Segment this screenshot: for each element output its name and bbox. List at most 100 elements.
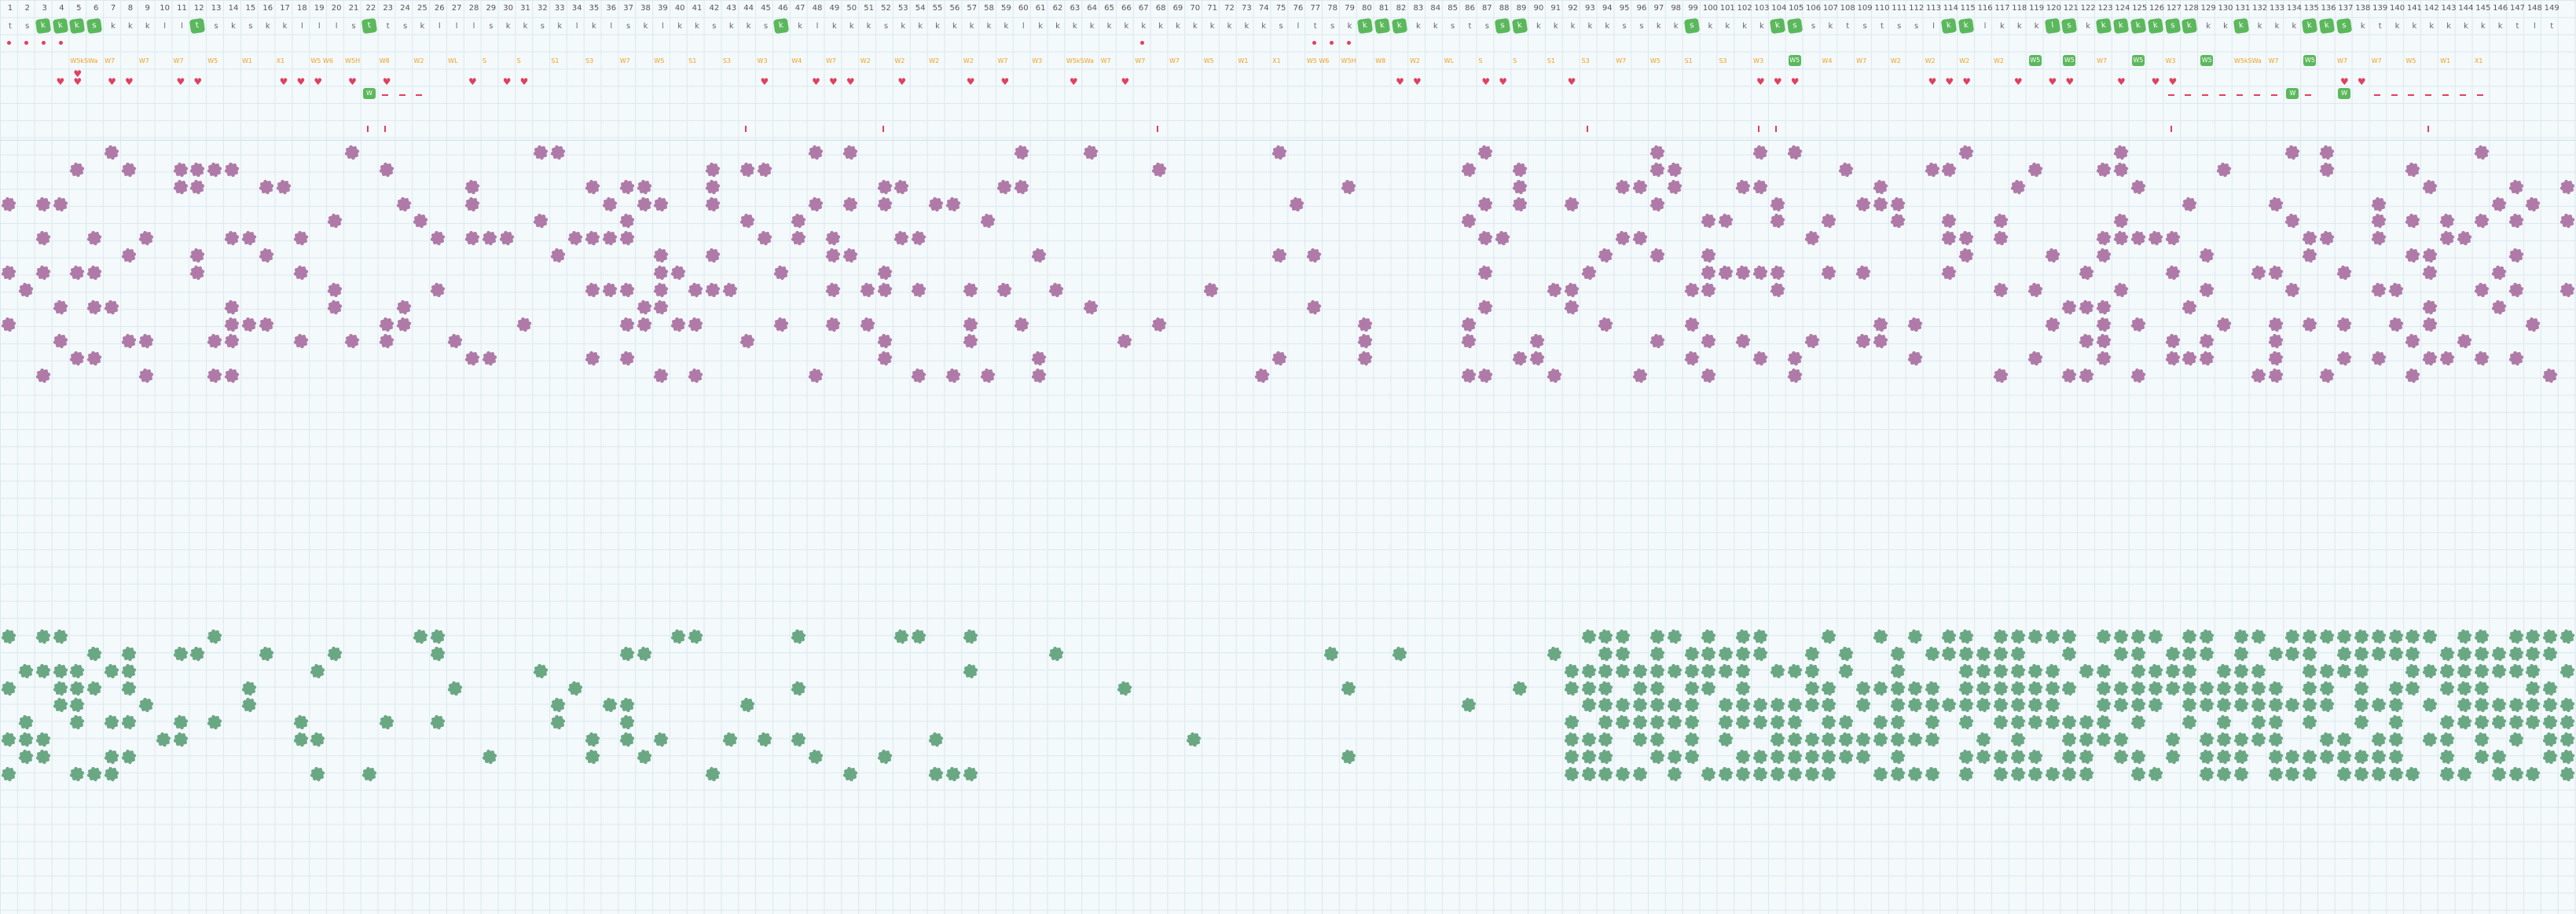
purple-tile-icon[interactable] xyxy=(619,179,635,195)
purple-tile-icon[interactable] xyxy=(877,351,893,366)
green-tile-icon[interactable] xyxy=(2233,663,2249,679)
green-tile-icon[interactable] xyxy=(2542,714,2558,730)
purple-tile-icon[interactable] xyxy=(430,230,446,246)
purple-tile-icon[interactable] xyxy=(894,179,909,195)
purple-tile-icon[interactable] xyxy=(1770,282,1785,298)
green-tile-icon[interactable] xyxy=(2508,697,2524,713)
green-tile-icon[interactable] xyxy=(1752,646,1768,662)
green-tile-icon[interactable] xyxy=(2251,681,2266,696)
purple-tile-icon[interactable] xyxy=(1598,248,1613,263)
green-tile-icon[interactable] xyxy=(1615,697,1631,713)
green-tile-icon[interactable] xyxy=(1821,714,1837,730)
green-tile-icon[interactable] xyxy=(1976,732,1991,747)
green-tile-icon[interactable] xyxy=(1581,766,1597,782)
green-tile-icon[interactable] xyxy=(2491,646,2507,662)
purple-tile-icon[interactable] xyxy=(2319,230,2335,246)
purple-tile-icon[interactable] xyxy=(1684,351,1700,366)
purple-tile-icon[interactable] xyxy=(842,248,858,263)
green-tile-icon[interactable] xyxy=(1941,646,1957,662)
purple-tile-icon[interactable] xyxy=(1735,179,1751,195)
green-tile-icon[interactable] xyxy=(86,681,102,696)
green-tile-icon[interactable] xyxy=(1598,681,1613,696)
green-tile-icon[interactable] xyxy=(69,697,85,713)
purple-tile-icon[interactable] xyxy=(2388,282,2404,298)
green-tile-icon[interactable] xyxy=(2302,681,2317,696)
green-tile-icon[interactable] xyxy=(2045,681,2060,696)
purple-tile-icon[interactable] xyxy=(808,145,824,160)
green-tile-icon[interactable] xyxy=(1649,663,1665,679)
green-tile-icon[interactable] xyxy=(2371,646,2387,662)
green-tile-icon[interactable] xyxy=(2268,732,2284,747)
purple-tile-icon[interactable] xyxy=(1855,333,1871,349)
purple-tile-icon[interactable] xyxy=(464,230,480,246)
green-tile-icon[interactable] xyxy=(2457,646,2472,662)
green-tile-icon[interactable] xyxy=(2508,663,2524,679)
green-tile-icon[interactable] xyxy=(1667,663,1682,679)
green-tile-icon[interactable] xyxy=(1752,714,1768,730)
green-tile-icon[interactable] xyxy=(2251,714,2266,730)
purple-tile-icon[interactable] xyxy=(86,230,102,246)
green-tile-icon[interactable] xyxy=(2525,681,2541,696)
purple-tile-icon[interactable] xyxy=(842,196,858,212)
purple-tile-icon[interactable] xyxy=(69,351,85,366)
green-tile-icon[interactable] xyxy=(2354,646,2369,662)
purple-tile-icon[interactable] xyxy=(945,368,961,384)
green-tile-icon[interactable] xyxy=(2079,732,2094,747)
purple-tile-icon[interactable] xyxy=(2491,196,2507,212)
green-tile-icon[interactable] xyxy=(688,629,703,644)
green-tile-icon[interactable] xyxy=(2336,663,2352,679)
purple-tile-icon[interactable] xyxy=(533,145,549,160)
green-tile-icon[interactable] xyxy=(35,663,51,679)
green-tile-icon[interactable] xyxy=(1873,681,1888,696)
purple-tile-icon[interactable] xyxy=(791,213,806,229)
green-tile-icon[interactable] xyxy=(1890,697,1906,713)
green-tile-icon[interactable] xyxy=(1907,681,1923,696)
green-tile-icon[interactable] xyxy=(791,681,806,696)
green-tile-icon[interactable] xyxy=(1925,646,1940,662)
green-tile-icon[interactable] xyxy=(2474,646,2490,662)
purple-tile-icon[interactable] xyxy=(53,196,68,212)
green-tile-icon[interactable] xyxy=(1341,681,1356,696)
green-tile-icon[interactable] xyxy=(2457,681,2472,696)
green-tile-icon[interactable] xyxy=(2542,629,2558,644)
purple-tile-icon[interactable] xyxy=(825,282,841,298)
green-tile-icon[interactable] xyxy=(2405,766,2420,782)
green-tile-icon[interactable] xyxy=(1958,714,1974,730)
green-tile-icon[interactable] xyxy=(310,732,325,747)
green-tile-icon[interactable] xyxy=(18,714,34,730)
purple-tile-icon[interactable] xyxy=(259,248,274,263)
green-tile-icon[interactable] xyxy=(2542,732,2558,747)
green-tile-icon[interactable] xyxy=(963,766,978,782)
green-tile-icon[interactable] xyxy=(1993,646,2009,662)
purple-tile-icon[interactable] xyxy=(2405,368,2420,384)
purple-tile-icon[interactable] xyxy=(35,368,51,384)
purple-tile-icon[interactable] xyxy=(1701,248,1716,263)
purple-tile-icon[interactable] xyxy=(344,333,360,349)
green-tile-icon[interactable] xyxy=(1718,714,1734,730)
purple-tile-icon[interactable] xyxy=(963,333,978,349)
green-tile-icon[interactable] xyxy=(2148,766,2163,782)
green-tile-icon[interactable] xyxy=(2045,714,2060,730)
purple-tile-icon[interactable] xyxy=(189,265,205,281)
green-tile-icon[interactable] xyxy=(1890,749,1906,765)
green-tile-icon[interactable] xyxy=(2474,714,2490,730)
purple-tile-icon[interactable] xyxy=(1649,196,1665,212)
green-tile-icon[interactable] xyxy=(2388,697,2404,713)
purple-tile-icon[interactable] xyxy=(224,230,240,246)
green-tile-icon[interactable] xyxy=(1958,681,1974,696)
green-tile-icon[interactable] xyxy=(2027,681,2043,696)
purple-tile-icon[interactable] xyxy=(1925,162,1940,178)
green-tile-icon[interactable] xyxy=(1976,663,1991,679)
green-tile-icon[interactable] xyxy=(1615,629,1631,644)
purple-tile-icon[interactable] xyxy=(1941,162,1957,178)
green-tile-icon[interactable] xyxy=(1770,697,1785,713)
green-tile-icon[interactable] xyxy=(2405,681,2420,696)
green-tile-icon[interactable] xyxy=(1581,663,1597,679)
purple-tile-icon[interactable] xyxy=(1684,317,1700,332)
purple-tile-icon[interactable] xyxy=(1477,145,1493,160)
purple-tile-icon[interactable] xyxy=(1701,333,1716,349)
green-tile-icon[interactable] xyxy=(1718,646,1734,662)
green-tile-icon[interactable] xyxy=(567,681,583,696)
purple-tile-icon[interactable] xyxy=(2302,230,2317,246)
purple-tile-icon[interactable] xyxy=(482,351,497,366)
